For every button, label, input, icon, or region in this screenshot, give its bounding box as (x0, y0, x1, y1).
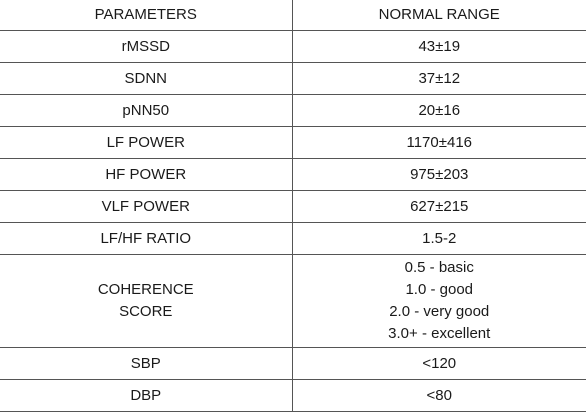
range-value: 627±215 (293, 196, 586, 218)
parameter-cell: pNN50 (0, 95, 292, 127)
parameter-name: LF/HF RATIO (0, 228, 292, 250)
parameter-cell: HF POWER (0, 159, 292, 191)
range-value-line: 0.5 - basic (293, 257, 586, 279)
table-row: LF POWER 1170±416 (0, 127, 586, 159)
parameter-name: SDNN (0, 68, 292, 90)
parameter-name-line: SCORE (0, 301, 292, 323)
range-cell: 1170±416 (292, 127, 586, 159)
range-value-line: 3.0+ - excellent (293, 323, 586, 345)
parameter-cell: SBP (0, 348, 292, 380)
range-cell: 37±12 (292, 63, 586, 95)
parameter-name: pNN50 (0, 100, 292, 122)
parameter-cell: VLF POWER (0, 191, 292, 223)
parameter-cell: LF/HF RATIO (0, 223, 292, 255)
table-row: COHERENCE SCORE 0.5 - basic 1.0 - good 2… (0, 255, 586, 348)
range-cell: 627±215 (292, 191, 586, 223)
parameter-name: LF POWER (0, 132, 292, 154)
range-cell: <80 (292, 380, 586, 412)
parameter-name: SBP (0, 353, 292, 375)
range-value: <80 (293, 385, 586, 407)
range-cell: 20±16 (292, 95, 586, 127)
parameter-name: rMSSD (0, 36, 292, 58)
table-header-row: PARAMETERS NORMAL RANGE (0, 0, 586, 31)
range-cell: 975±203 (292, 159, 586, 191)
range-value-line: 2.0 - very good (293, 301, 586, 323)
range-value: 1.5-2 (293, 228, 586, 250)
range-value: 43±19 (293, 36, 586, 58)
range-cell: 0.5 - basic 1.0 - good 2.0 - very good 3… (292, 255, 586, 348)
parameter-name: DBP (0, 385, 292, 407)
range-value: 975±203 (293, 164, 586, 186)
range-cell: 1.5-2 (292, 223, 586, 255)
table-row: SBP <120 (0, 348, 586, 380)
table-row: DBP <80 (0, 380, 586, 412)
parameter-cell: rMSSD (0, 31, 292, 63)
table-row: VLF POWER 627±215 (0, 191, 586, 223)
parameter-name-line: COHERENCE (0, 279, 292, 301)
parameter-cell: DBP (0, 380, 292, 412)
range-value: <120 (293, 353, 586, 375)
range-cell: <120 (292, 348, 586, 380)
range-value: 37±12 (293, 68, 586, 90)
range-value: 1170±416 (293, 132, 586, 154)
table-row: LF/HF RATIO 1.5-2 (0, 223, 586, 255)
header-normal-range: NORMAL RANGE (292, 0, 586, 31)
range-cell: 43±19 (292, 31, 586, 63)
parameter-name: VLF POWER (0, 196, 292, 218)
header-parameters: PARAMETERS (0, 0, 292, 31)
parameter-name: HF POWER (0, 164, 292, 186)
table-row: pNN50 20±16 (0, 95, 586, 127)
parameter-cell: COHERENCE SCORE (0, 255, 292, 348)
range-value: 20±16 (293, 100, 586, 122)
table-row: rMSSD 43±19 (0, 31, 586, 63)
parameter-cell: SDNN (0, 63, 292, 95)
range-value-line: 1.0 - good (293, 279, 586, 301)
parameter-cell: LF POWER (0, 127, 292, 159)
table-row: HF POWER 975±203 (0, 159, 586, 191)
table-row: SDNN 37±12 (0, 63, 586, 95)
